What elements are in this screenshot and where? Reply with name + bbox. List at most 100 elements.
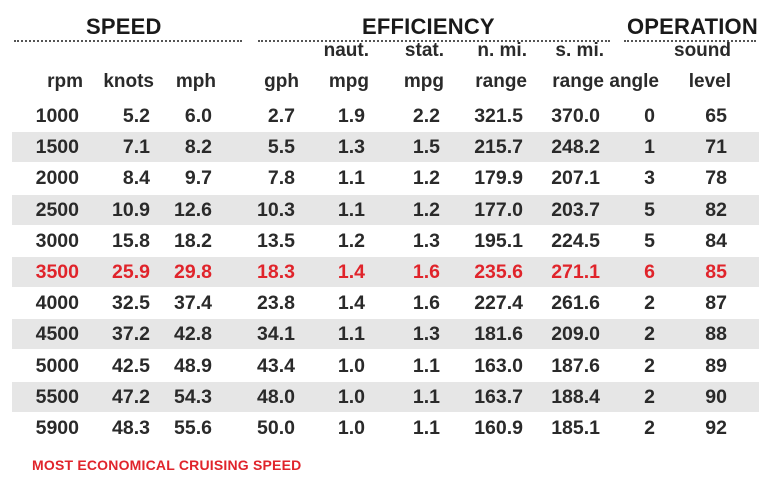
cell-sound-level: 87: [705, 292, 727, 315]
cell-rpm: 3500: [35, 261, 79, 283]
cell-stat-mpg: 1.6: [412, 292, 440, 315]
cell-mph: 37.4: [174, 292, 212, 315]
cell-stat-mpg: 1.5: [412, 136, 440, 159]
cell-angle: 2: [644, 385, 655, 408]
cell-nmi-range: 195.1: [474, 229, 523, 252]
cell-sound-level: 88: [705, 323, 727, 346]
cell-mph: 54.3: [174, 385, 212, 408]
cell-nmi-range: 163.7: [474, 385, 523, 408]
cell-rpm: 2500: [35, 198, 79, 221]
cell-rpm: 3000: [35, 229, 79, 252]
header-stat-mpg-line1: stat.: [404, 40, 444, 61]
cell-rpm: 5500: [35, 385, 79, 408]
cell-gph: 43.4: [257, 354, 295, 377]
cell-gph: 48.0: [257, 385, 295, 408]
cell-smi-range: 188.4: [551, 385, 600, 408]
cell-mph: 48.9: [174, 354, 212, 377]
group-speed-heading: SPEED: [86, 14, 162, 39]
header-smi-range-line2: range: [552, 71, 604, 92]
cell-nmi-range: 177.0: [474, 198, 523, 221]
cell-stat-mpg: 1.2: [412, 198, 440, 221]
header-smi-range-line1: s. mi.: [555, 40, 604, 61]
cell-mph: 18.2: [174, 229, 212, 252]
cell-angle: 2: [644, 292, 655, 315]
cell-nmi-range: 215.7: [474, 136, 523, 159]
cell-mph: 8.2: [184, 136, 212, 159]
cell-smi-range: 261.6: [551, 292, 600, 315]
cell-naut-mpg: 1.0: [337, 354, 365, 377]
cell-knots: 37.2: [112, 323, 150, 346]
cell-angle: 0: [644, 105, 655, 127]
cell-mph: 9.7: [184, 167, 212, 190]
cell-smi-range: 209.0: [551, 323, 600, 346]
cell-nmi-range: 181.6: [474, 323, 523, 346]
cell-angle: 2: [644, 323, 655, 346]
cell-angle: 3: [644, 167, 655, 190]
table-row: 5000 42.5 48.9 43.4 1.0 1.1 163.0 187.6 2 89: [12, 351, 759, 381]
cell-sound-level: 90: [705, 385, 727, 408]
cell-naut-mpg: 1.1: [337, 198, 365, 221]
group-efficiency-heading: EFFICIENCY: [362, 14, 495, 39]
cell-nmi-range: 321.5: [474, 105, 523, 127]
cell-angle: 2: [644, 417, 655, 439]
cell-smi-range: 370.0: [551, 105, 600, 127]
cell-rpm: 4000: [35, 292, 79, 315]
group-efficiency-divider: [258, 40, 610, 42]
table-row: 5900 48.3 55.6 50.0 1.0 1.1 160.9 185.1 2 92: [12, 413, 759, 443]
cell-gph: 18.3: [257, 261, 295, 283]
table-row: 3000 15.8 18.2 13.5 1.2 1.3 195.1 224.5 5 84: [12, 226, 759, 256]
header-rpm-line2: rpm: [47, 71, 83, 92]
cell-gph: 2.7: [267, 105, 295, 127]
cell-smi-range: 185.1: [551, 417, 600, 439]
cell-sound-level: 65: [705, 105, 727, 127]
cell-sound-level: 78: [705, 167, 727, 190]
table-row: 4500 37.2 42.8 34.1 1.1 1.3 181.6 209.0 2 88: [12, 319, 759, 350]
table-row: 5500 47.2 54.3 48.0 1.0 1.1 163.7 188.4 2 90: [12, 381, 759, 412]
cell-rpm: 1000: [35, 105, 79, 127]
cell-knots: 47.2: [112, 385, 150, 408]
group-operation-heading: OPERATION: [627, 14, 758, 39]
cell-smi-range: 207.1: [551, 167, 600, 190]
cell-nmi-range: 160.9: [474, 417, 523, 439]
cell-knots: 7.1: [122, 136, 150, 159]
header-stat-mpg-line2: mpg: [403, 71, 444, 92]
header-angle-line2: angle: [609, 71, 659, 92]
header-nmi-range-line1: n. mi.: [477, 40, 527, 61]
cell-angle: 5: [644, 229, 655, 252]
table-row: 4000 32.5 37.4 23.8 1.4 1.6 227.4 261.6 2 87: [12, 288, 759, 318]
cell-naut-mpg: 1.1: [337, 323, 365, 346]
cell-smi-range: 248.2: [551, 136, 600, 159]
cell-angle: 6: [644, 261, 655, 283]
cell-stat-mpg: 1.6: [412, 261, 440, 283]
cell-stat-mpg: 1.1: [412, 417, 440, 439]
cell-knots: 25.9: [112, 261, 150, 283]
cell-knots: 48.3: [112, 417, 150, 439]
cell-smi-range: 224.5: [551, 229, 600, 252]
cell-sound-level: 85: [705, 261, 727, 283]
cell-naut-mpg: 1.9: [337, 105, 365, 127]
cell-naut-mpg: 1.4: [337, 261, 365, 283]
cell-knots: 15.8: [112, 229, 150, 252]
header-mph-line2: mph: [175, 71, 216, 92]
cell-stat-mpg: 1.2: [412, 167, 440, 190]
table-row-highlighted: 3500 25.9 29.8 18.3 1.4 1.6 235.6 271.1 6 85: [12, 257, 759, 287]
table-row: 1500 7.1 8.2 5.5 1.3 1.5 215.7 248.2 1 71: [12, 132, 759, 163]
cell-mph: 12.6: [174, 198, 212, 221]
cell-nmi-range: 163.0: [474, 354, 523, 377]
cell-knots: 32.5: [112, 292, 150, 315]
cell-smi-range: 271.1: [551, 261, 600, 283]
cell-knots: 10.9: [112, 198, 150, 221]
cell-gph: 50.0: [257, 417, 295, 439]
header-naut-mpg-line2: mpg: [328, 71, 369, 92]
cell-gph: 34.1: [257, 323, 295, 346]
footnote-legend: MOST ECONOMICAL CRUISING SPEED: [32, 457, 302, 473]
cell-mph: 42.8: [174, 323, 212, 346]
cell-sound-level: 82: [705, 198, 727, 221]
cell-nmi-range: 235.6: [474, 261, 523, 283]
header-gph-line2: gph: [264, 71, 299, 92]
header-knots-line2: knots: [103, 71, 154, 92]
cell-sound-level: 84: [705, 229, 727, 252]
group-operation-divider: [624, 40, 756, 42]
cell-rpm: 4500: [35, 323, 79, 346]
cell-angle: 2: [644, 354, 655, 377]
